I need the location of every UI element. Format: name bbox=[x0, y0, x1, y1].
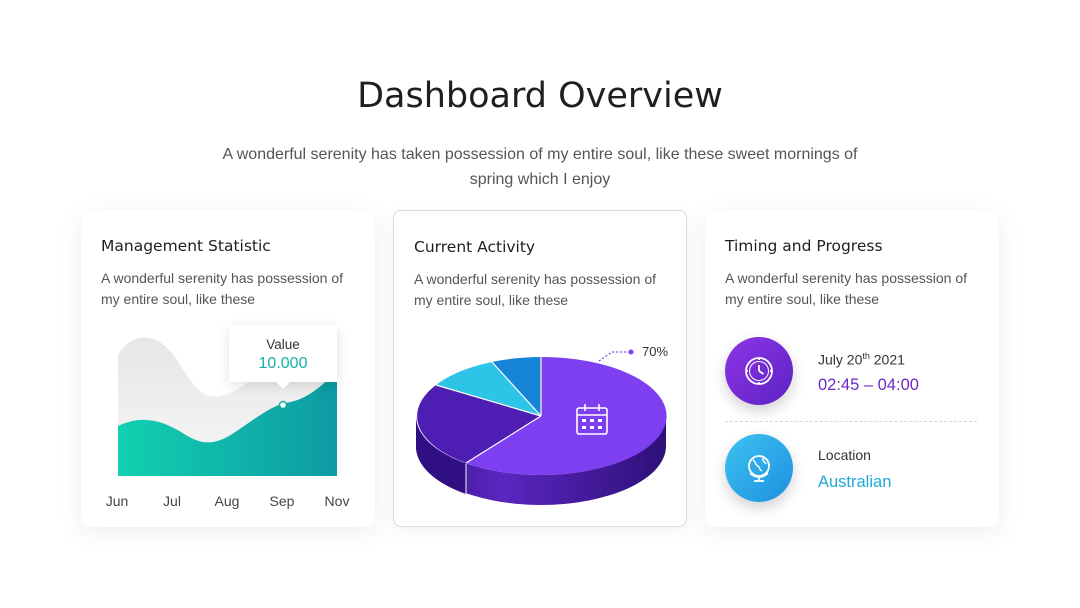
x-axis-label: Aug bbox=[214, 493, 240, 509]
current-activity-card: Current Activity A wonderful serenity ha… bbox=[393, 210, 687, 527]
card-description: A wonderful serenity has possession of m… bbox=[101, 270, 344, 307]
pie-side-dark bbox=[415, 416, 466, 494]
leader-line bbox=[598, 351, 630, 362]
card-description: A wonderful serenity has possession of m… bbox=[414, 271, 657, 308]
pie-chart-3d bbox=[415, 349, 667, 505]
pie-slice-dark-purple bbox=[417, 385, 541, 463]
data-point-marker bbox=[278, 400, 288, 410]
card-title: Timing and Progress bbox=[725, 237, 883, 255]
clock-badge bbox=[725, 337, 793, 405]
card-title: Current Activity bbox=[414, 238, 536, 256]
percentage-label: 70% bbox=[642, 344, 669, 359]
pie-side-wall bbox=[416, 416, 666, 505]
tooltip-value: 10.000 bbox=[258, 355, 308, 372]
timing-progress-card: Timing and Progress A wonderful serenity… bbox=[705, 210, 999, 527]
location-label: Location bbox=[818, 447, 871, 463]
card-title: Management Statistic bbox=[101, 237, 271, 255]
management-statistic-card: Management Statistic A wonderful serenit… bbox=[81, 210, 375, 527]
x-axis-label: Sep bbox=[269, 493, 295, 509]
page-title: Dashboard Overview bbox=[357, 76, 723, 116]
page-subtitle: A wonderful serenity has taken possessio… bbox=[222, 146, 858, 188]
date-label: July 20th 2021 bbox=[818, 351, 905, 368]
globe-icon bbox=[748, 455, 770, 482]
tooltip-label: Value bbox=[266, 337, 300, 352]
globe-badge bbox=[725, 434, 793, 502]
x-axis-label: Nov bbox=[324, 493, 350, 509]
divider bbox=[725, 421, 977, 422]
location-value: Australian bbox=[818, 473, 892, 491]
pie-slice-blue bbox=[492, 357, 541, 416]
value-tooltip: Value 10.000 bbox=[229, 325, 337, 389]
time-range: 02:45 – 04:00 bbox=[818, 376, 919, 394]
calendar-icon bbox=[576, 404, 608, 435]
x-axis-label: Jun bbox=[105, 493, 129, 509]
value-area bbox=[118, 370, 337, 476]
x-axis-label: Jul bbox=[163, 493, 181, 509]
clock-icon bbox=[745, 357, 773, 385]
pie-slice-purple bbox=[466, 356, 667, 475]
card-description: A wonderful serenity has possession of m… bbox=[725, 270, 968, 307]
pie-slice-cyan bbox=[436, 362, 541, 416]
